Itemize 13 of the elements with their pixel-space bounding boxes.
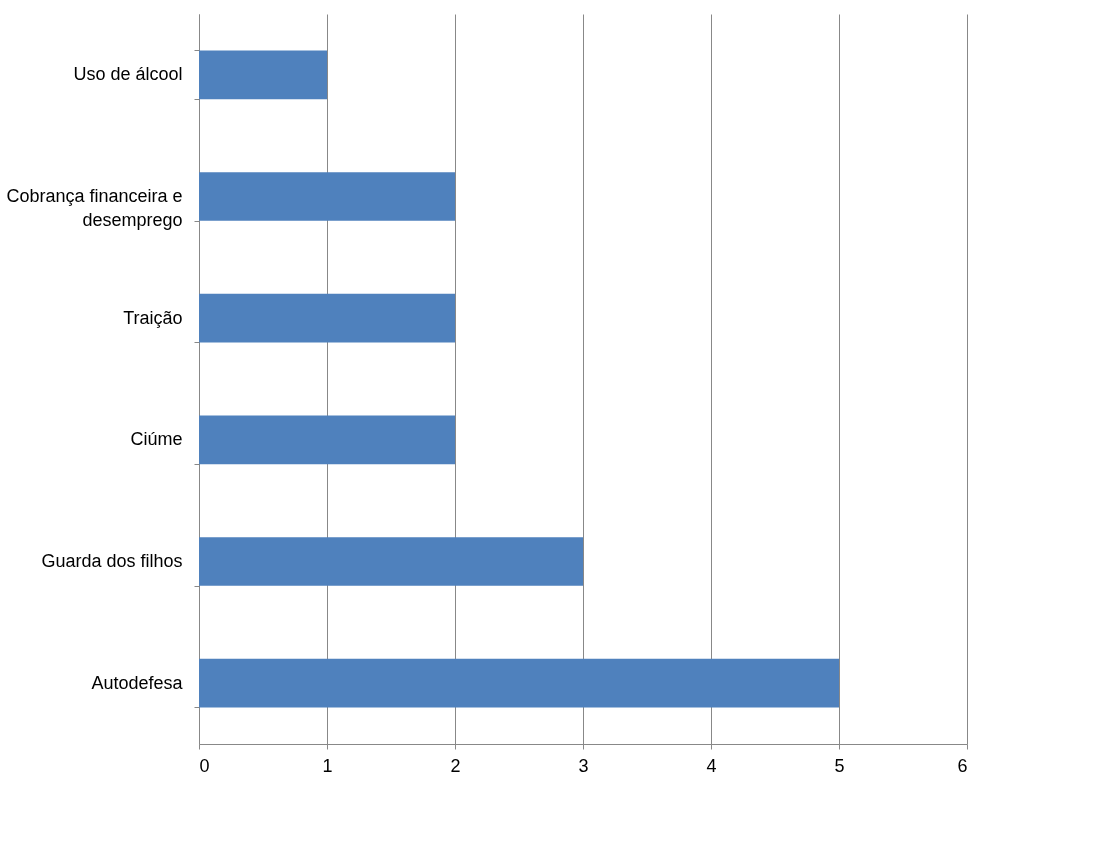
x-tick-label: 2 [450,755,461,776]
x-tick-label: 0 [199,755,210,776]
y-tick-label: Uso de álcool [73,64,183,85]
y-tick-label: Cobrança financeira e desemprego [6,186,183,230]
y-tick-label: Guarda dos filhos [41,551,183,571]
y-tick-label: Traição [123,307,183,328]
x-tick-label: 4 [706,755,717,776]
x-tick-label: 5 [834,755,845,776]
x-tick-label: 3 [578,755,589,776]
y-tick-label: Ciúme [130,429,183,450]
y-tick-label: Autodefesa [91,672,184,693]
x-tick-label: 1 [322,755,333,776]
x-tick-label: 6 [957,755,968,776]
